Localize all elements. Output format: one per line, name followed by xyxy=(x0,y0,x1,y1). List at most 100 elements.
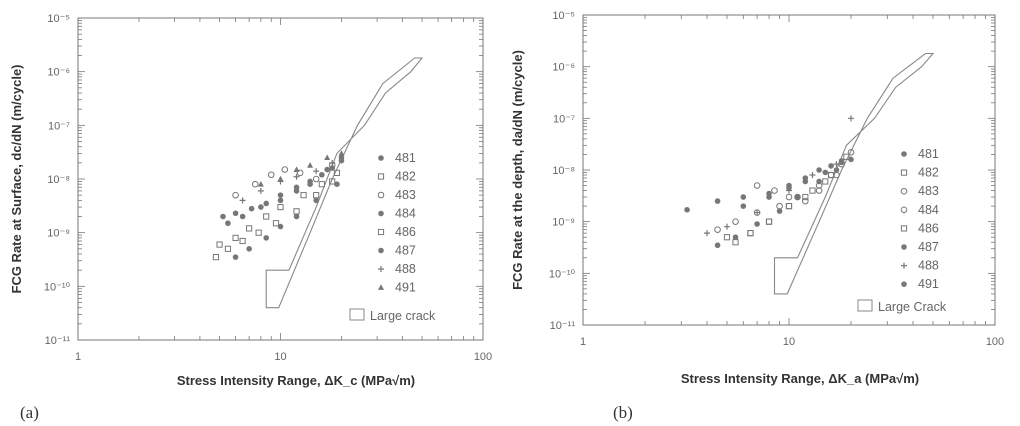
data-point xyxy=(684,206,690,213)
y-tick-label: 10⁻¹⁰ xyxy=(44,281,71,293)
data-point xyxy=(802,178,809,185)
data-point xyxy=(277,175,284,182)
data-point xyxy=(220,213,226,220)
data-point xyxy=(732,239,739,246)
data-point xyxy=(246,225,253,232)
legend-entry xyxy=(378,266,384,272)
legend-entry xyxy=(378,210,384,217)
data-point xyxy=(267,171,275,179)
large-crack-legend-marker xyxy=(857,299,873,312)
data-point xyxy=(307,162,314,168)
data-point xyxy=(334,181,340,188)
data-point xyxy=(714,198,721,204)
legend-marker xyxy=(378,210,384,217)
data-point xyxy=(257,187,264,194)
data-point xyxy=(212,254,220,261)
series-487 xyxy=(232,181,340,260)
data-point xyxy=(843,153,850,160)
data-point xyxy=(848,115,855,122)
data-point xyxy=(263,200,270,207)
data-point xyxy=(765,218,773,225)
data-point xyxy=(232,254,239,260)
data-point xyxy=(293,173,300,180)
x-tick-label: 10 xyxy=(274,351,286,363)
data-point xyxy=(732,234,739,241)
x-axis-label: Stress Intensity Range, ΔK_c (MPa√m) xyxy=(177,373,415,388)
data-point xyxy=(318,181,325,188)
y-tick-label: 10⁻⁷ xyxy=(48,120,70,132)
legend-label: 487 xyxy=(918,240,939,254)
data-point xyxy=(277,203,284,211)
data-point xyxy=(239,237,246,245)
data-point xyxy=(802,193,809,201)
series-488 xyxy=(704,115,855,237)
data-point xyxy=(838,158,845,164)
data-point xyxy=(809,187,816,194)
large-crack-legend-label: Large crack xyxy=(370,309,436,323)
legend-label: 491 xyxy=(395,281,416,295)
y-tick-label: 10⁻⁸ xyxy=(47,174,70,186)
data-point xyxy=(232,234,239,241)
data-point xyxy=(239,213,246,220)
legend-label: 481 xyxy=(395,151,416,165)
series-481 xyxy=(220,154,345,220)
data-point xyxy=(272,220,280,227)
legend-entry xyxy=(901,262,907,269)
legend-label: 483 xyxy=(918,184,939,198)
y-tick-label: 10⁻⁹ xyxy=(47,228,70,240)
legend-entry xyxy=(377,173,385,180)
legend-label: 482 xyxy=(395,170,416,184)
series-491 xyxy=(257,150,345,187)
data-point xyxy=(753,182,761,189)
data-point xyxy=(786,185,792,191)
data-point xyxy=(239,197,246,204)
y-axis-label: FCG Rate at the depth, da/dN (m/cycle) xyxy=(510,50,525,290)
data-point xyxy=(251,180,259,188)
data-point xyxy=(747,230,754,237)
legend-entry xyxy=(378,155,384,161)
data-point xyxy=(277,223,284,230)
data-point xyxy=(277,192,284,198)
legend-entry xyxy=(378,284,384,290)
legend-marker xyxy=(901,151,907,157)
legend-marker xyxy=(900,225,908,232)
legend-label: 488 xyxy=(918,259,939,273)
series-484 xyxy=(225,157,345,227)
data-point xyxy=(809,172,816,179)
legend-marker xyxy=(378,155,384,161)
data-point xyxy=(714,226,721,233)
legend-marker xyxy=(377,228,385,236)
legend-marker xyxy=(377,173,385,180)
data-point xyxy=(329,178,336,185)
data-point xyxy=(257,181,264,187)
legend-marker xyxy=(900,169,908,176)
data-point xyxy=(307,178,313,185)
data-point xyxy=(324,154,331,161)
data-point xyxy=(785,203,793,210)
data-point xyxy=(848,156,854,163)
x-tick-label: 1 xyxy=(75,351,81,363)
legend-marker xyxy=(378,266,384,272)
legend-marker xyxy=(901,281,907,288)
y-tick-label: 10⁻¹⁰ xyxy=(549,268,576,280)
series-486 xyxy=(216,169,341,248)
data-point xyxy=(224,245,232,252)
data-point xyxy=(319,171,325,178)
data-point xyxy=(816,178,822,185)
series-491 xyxy=(740,158,845,209)
data-point xyxy=(300,192,307,199)
data-point xyxy=(776,208,783,214)
large-crack-band xyxy=(773,52,935,295)
series-482 xyxy=(212,178,336,261)
legend-marker xyxy=(378,247,384,254)
y-tick-label: 10⁻⁹ xyxy=(552,217,575,229)
data-point xyxy=(281,166,289,173)
data-point xyxy=(765,218,773,225)
data-point xyxy=(802,197,809,205)
legend-marker xyxy=(901,244,907,250)
y-tick-label: 10⁻⁶ xyxy=(47,67,70,79)
y-tick-label: 10⁻⁸ xyxy=(552,165,575,177)
legend-entry xyxy=(900,225,908,232)
legend-marker xyxy=(377,191,385,199)
